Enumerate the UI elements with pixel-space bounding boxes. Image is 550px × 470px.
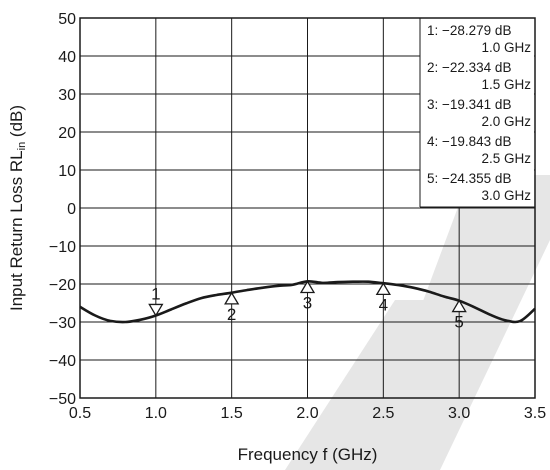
marker-4-triangle (375, 282, 391, 296)
legend-entry-value: 1: −28.279 dB (427, 23, 511, 38)
y-tick-label: −40 (49, 353, 76, 370)
y-axis-title: Input Return Loss RLin (dB) (7, 105, 28, 311)
x-tick-label: 2.0 (296, 405, 318, 422)
marker-2-triangle (224, 291, 240, 305)
legend-entry-frequency: 3.0 GHz (481, 188, 531, 203)
legend-entry-frequency: 1.0 GHz (481, 40, 531, 55)
legend-box (420, 18, 534, 207)
y-tick-label: −30 (49, 315, 76, 332)
y-tick-label: 20 (58, 125, 76, 142)
marker-5-label: 5 (454, 313, 463, 332)
y-tick-label: 30 (58, 87, 76, 104)
legend-entry-frequency: 2.0 GHz (481, 114, 531, 129)
legend-entry-frequency: 2.5 GHz (481, 151, 531, 166)
legend-entry-value: 4: −19.843 dB (427, 134, 511, 149)
y-tick-label: 0 (67, 201, 76, 218)
y-tick-labels: 50 40 30 20 10 0 −10 −20 −30 −40 −50 (49, 11, 76, 408)
x-tick-labels: 0.5 1.0 1.5 2.0 2.5 3.0 3.5 (69, 405, 546, 422)
x-tick-label: 2.5 (372, 405, 394, 422)
marker-4-label: 4 (379, 295, 388, 314)
y-axis-title-main: Input Return Loss RL (7, 150, 26, 311)
legend-entry-value: 3: −19.341 dB (427, 97, 511, 112)
y-tick-label: 40 (58, 49, 76, 66)
plot-frame (79, 17, 536, 399)
markers-layer: 1 2 3 4 5 (148, 280, 467, 332)
y-tick-label: −10 (49, 239, 76, 256)
legend-entry-value: 2: −22.334 dB (427, 60, 511, 75)
marker-5-triangle (451, 299, 467, 313)
y-tick-label: −50 (49, 391, 76, 408)
legend: 1: −28.279 dB 1.0 GHz 2: −22.334 dB 1.5 GHz… (419, 18, 535, 208)
x-tick-label: 0.5 (69, 405, 91, 422)
y-tick-label: 50 (58, 11, 76, 28)
legend-entry-value: 5: −24.355 dB (427, 171, 511, 186)
x-tick-label: 1.5 (221, 405, 243, 422)
legend-entry-frequency: 1.5 GHz (481, 77, 531, 92)
marker-3-label: 3 (303, 293, 312, 312)
marker-1-label: 1 (151, 284, 160, 303)
y-axis-title-subscript: in (16, 142, 28, 151)
x-tick-label: 1.0 (145, 405, 167, 422)
x-tick-label: 3.5 (524, 405, 546, 422)
marker-1-triangle (148, 303, 164, 317)
y-tick-label: −20 (49, 277, 76, 294)
y-axis-title-unit: (dB) (7, 105, 26, 142)
x-axis-title: Frequency f (GHz) (238, 445, 378, 464)
y-tick-label: 10 (58, 163, 76, 180)
marker-3-triangle (299, 280, 316, 294)
x-tick-label: 3.0 (448, 405, 470, 422)
marker-2-label: 2 (227, 305, 236, 324)
